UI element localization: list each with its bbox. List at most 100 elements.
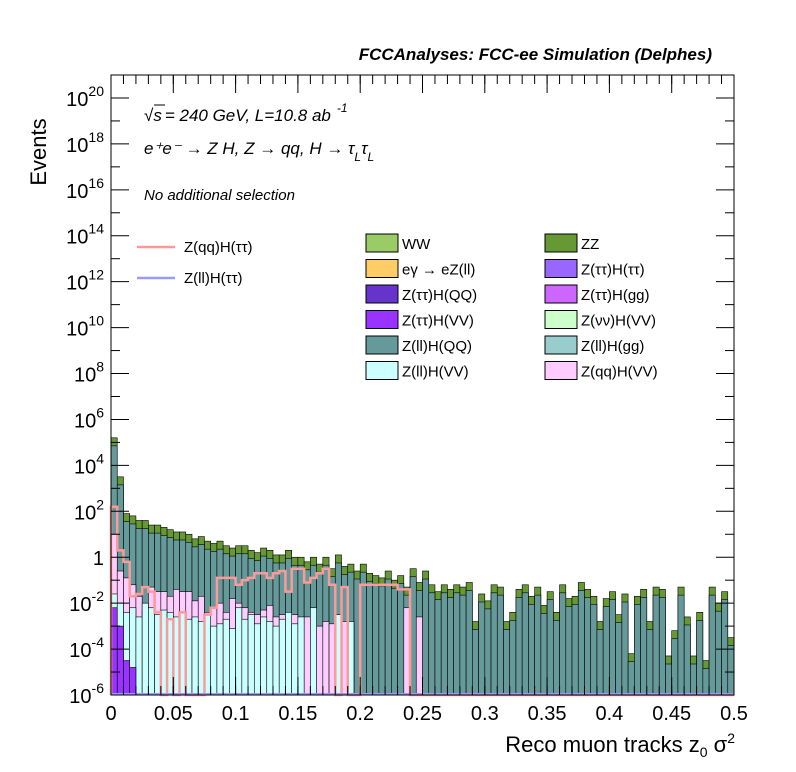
zllhqq-bin-72 bbox=[559, 592, 567, 696]
y-tick-label: 1016 bbox=[66, 175, 104, 203]
zllhvv-bin-17 bbox=[216, 623, 224, 696]
x-tick-label: 0.1 bbox=[222, 703, 250, 725]
legend-swatch-0 bbox=[365, 233, 399, 253]
lumi-exponent: -1 bbox=[337, 101, 348, 115]
zllhqq-bin-55 bbox=[453, 592, 461, 696]
zllhqq-bin-58 bbox=[472, 629, 479, 696]
y-tick-label: 10-4 bbox=[69, 634, 104, 662]
ztthvv-bin-3 bbox=[129, 667, 137, 696]
legend-label-bkg: Z(ll)H(VV) bbox=[402, 364, 469, 381]
zllhqq-bin-50 bbox=[422, 578, 430, 696]
zllhvv-bin-30 bbox=[297, 616, 305, 696]
zllhqq-bin-95 bbox=[702, 668, 710, 696]
zllhqq-bin-60 bbox=[484, 608, 492, 696]
x-tick-label: 0.45 bbox=[652, 703, 691, 725]
x-axis-label-sub: 0 bbox=[700, 744, 708, 760]
zllhqq-bin-80 bbox=[609, 599, 616, 696]
zllhqq-bin-85 bbox=[640, 597, 648, 696]
zqqhvv-bin-34 bbox=[322, 621, 330, 696]
zllhqq-bin-90 bbox=[671, 638, 679, 696]
zllhqq-bin-65 bbox=[515, 597, 523, 696]
legend-label-bkg: Z(ll)H(QQ) bbox=[402, 338, 472, 355]
zllhvv-bin-23 bbox=[253, 623, 261, 696]
zllhvv-bin-22 bbox=[247, 614, 255, 696]
zllhqq-bin-94 bbox=[696, 620, 704, 696]
legend-swatch-4 bbox=[365, 284, 399, 304]
axes: 0 0.05 0.1 0.15 0.2 0.25 0.3 0.35 0.4 0.45 0.5 1020… bbox=[66, 74, 748, 725]
legend-label-bkg: Z(ττ)H(QQ) bbox=[402, 287, 477, 304]
ztthvv-bin-2 bbox=[123, 660, 130, 696]
sqrt-s-symbol: √s bbox=[144, 106, 162, 125]
zllhqq-bin-96 bbox=[708, 594, 716, 696]
y-tick-label: 10-6 bbox=[69, 680, 104, 708]
legend-swatch-5 bbox=[544, 284, 578, 304]
zllhqq-bin-89 bbox=[665, 663, 672, 696]
y-tick-label: 106 bbox=[74, 404, 104, 432]
zllhvv-bin-25 bbox=[266, 621, 274, 696]
zllhqq-bin-70 bbox=[546, 599, 554, 696]
zllhqq-bin-63 bbox=[503, 629, 511, 696]
zllhqq-bin-77 bbox=[590, 603, 598, 696]
selection-annotation: No additional selection bbox=[144, 187, 295, 204]
x-axis-label-main: Reco muon tracks z bbox=[505, 732, 699, 757]
legend-label-bkg: Z(ll)H(gg) bbox=[581, 338, 644, 355]
x-tick-label: 0.05 bbox=[154, 703, 193, 725]
x-axis-label-sup: 2 bbox=[727, 730, 735, 746]
zllhqq-bin-41 bbox=[366, 581, 373, 696]
zllhqq-bin-78 bbox=[596, 629, 604, 696]
legend-label-bkg: Z(νν)H(VV) bbox=[581, 313, 656, 330]
zllhqq-bin-91 bbox=[677, 594, 685, 696]
y-tick-label: 1018 bbox=[66, 129, 104, 157]
zllhqq-bin-67 bbox=[528, 603, 535, 696]
y-tick-label: 1010 bbox=[66, 313, 104, 341]
legend-swatch-10 bbox=[365, 361, 399, 380]
zllhqq-bin-82 bbox=[621, 601, 629, 696]
legend-label-bkg: Z(qq)H(VV) bbox=[581, 364, 658, 381]
zllhqq-bin-53 bbox=[440, 592, 448, 696]
zllhqq-bin-71 bbox=[553, 620, 560, 696]
zllhqq-bin-68 bbox=[534, 594, 542, 696]
zllhqq-bin-54 bbox=[447, 597, 454, 696]
x-tick-label: 0.25 bbox=[403, 703, 442, 725]
zllhvv-bin-4 bbox=[135, 616, 143, 696]
legend-swatch-1 bbox=[544, 233, 578, 253]
zllhqq-bin-42 bbox=[372, 583, 380, 696]
y-tick-label: 108 bbox=[74, 359, 104, 387]
zllhqq-bin-99 bbox=[727, 645, 735, 696]
legend-swatch-11 bbox=[544, 361, 578, 380]
legend-swatch-3 bbox=[544, 259, 578, 278]
x-axis-label: Reco muon tracks z0 σ2 bbox=[505, 730, 735, 760]
y-tick-label: 1014 bbox=[66, 221, 104, 249]
zllhvv-bin-16 bbox=[210, 625, 218, 696]
zllhqq-bin-64 bbox=[509, 620, 517, 696]
zllhvv-bin-6 bbox=[148, 607, 155, 696]
zllhqq-bin-61 bbox=[490, 592, 498, 696]
legend-label-bkg: WW bbox=[402, 236, 431, 253]
zllhqq-bin-69 bbox=[540, 613, 548, 696]
legend-label-bkg: Z(ττ)H(gg) bbox=[581, 287, 650, 304]
zllhvv-bin-24 bbox=[260, 616, 268, 696]
zqqhvv-bin-33 bbox=[316, 625, 324, 696]
ztthvv-bin-1 bbox=[116, 625, 124, 696]
x-tick-label: 0.15 bbox=[278, 703, 317, 725]
chart-title: FCCAnalyses: FCC-ee Simulation (Delphes) bbox=[359, 45, 713, 64]
legend-label-bkg: eγ → eZ(ll) bbox=[402, 262, 475, 279]
zllhqq-bin-98 bbox=[721, 599, 729, 696]
zllhqq-bin-79 bbox=[602, 606, 610, 696]
zllhqq-bin-59 bbox=[478, 601, 486, 696]
legend-label-signal: Z(qq)H(ττ) bbox=[184, 239, 253, 256]
zllhvv-bin-19 bbox=[229, 628, 236, 696]
legend-swatch-7 bbox=[544, 310, 578, 329]
zllhqq-bin-76 bbox=[584, 597, 592, 696]
zllhqq-bin-73 bbox=[565, 606, 573, 696]
legend: Z(qq)H(ττ) Z(ll)H(ττ) WW ZZ eγ → eZ(ll) Z(ττ)… bbox=[137, 233, 658, 381]
zqqhvv-bin-31 bbox=[303, 616, 311, 696]
zllhqq-bin-51 bbox=[428, 592, 436, 696]
energy-lumi-annotation: √s = 240 GeV, L=10.8 ab -1 bbox=[144, 101, 348, 125]
zllhvv-bin-20 bbox=[235, 607, 243, 696]
legend-swatch-2 bbox=[365, 259, 399, 278]
zllhvv-bin-21 bbox=[241, 618, 249, 696]
zqqhvv-bin-49 bbox=[415, 616, 423, 696]
zllhqq-bin-88 bbox=[658, 597, 666, 696]
